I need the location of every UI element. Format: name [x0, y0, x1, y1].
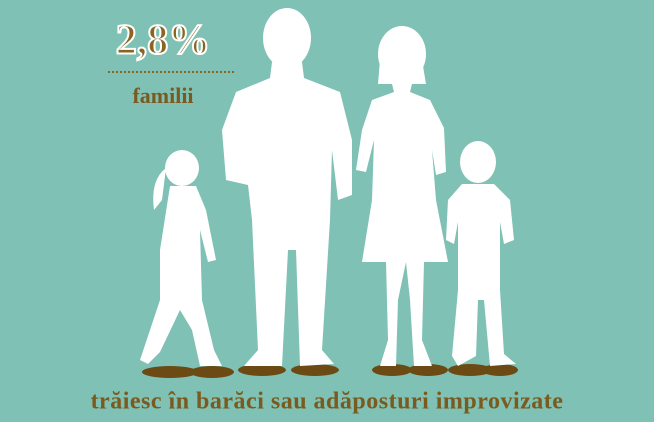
stat-value: 2,8%	[116, 18, 211, 64]
page: 2,8% familii trăiesc în barăci sau adăpo…	[0, 0, 654, 422]
caption: trăiesc în barăci sau adăposturi improvi…	[91, 389, 564, 415]
infographic: 2,8% familii trăiesc în barăci sau adăpo…	[0, 0, 654, 422]
stat-label: familii	[132, 83, 193, 108]
